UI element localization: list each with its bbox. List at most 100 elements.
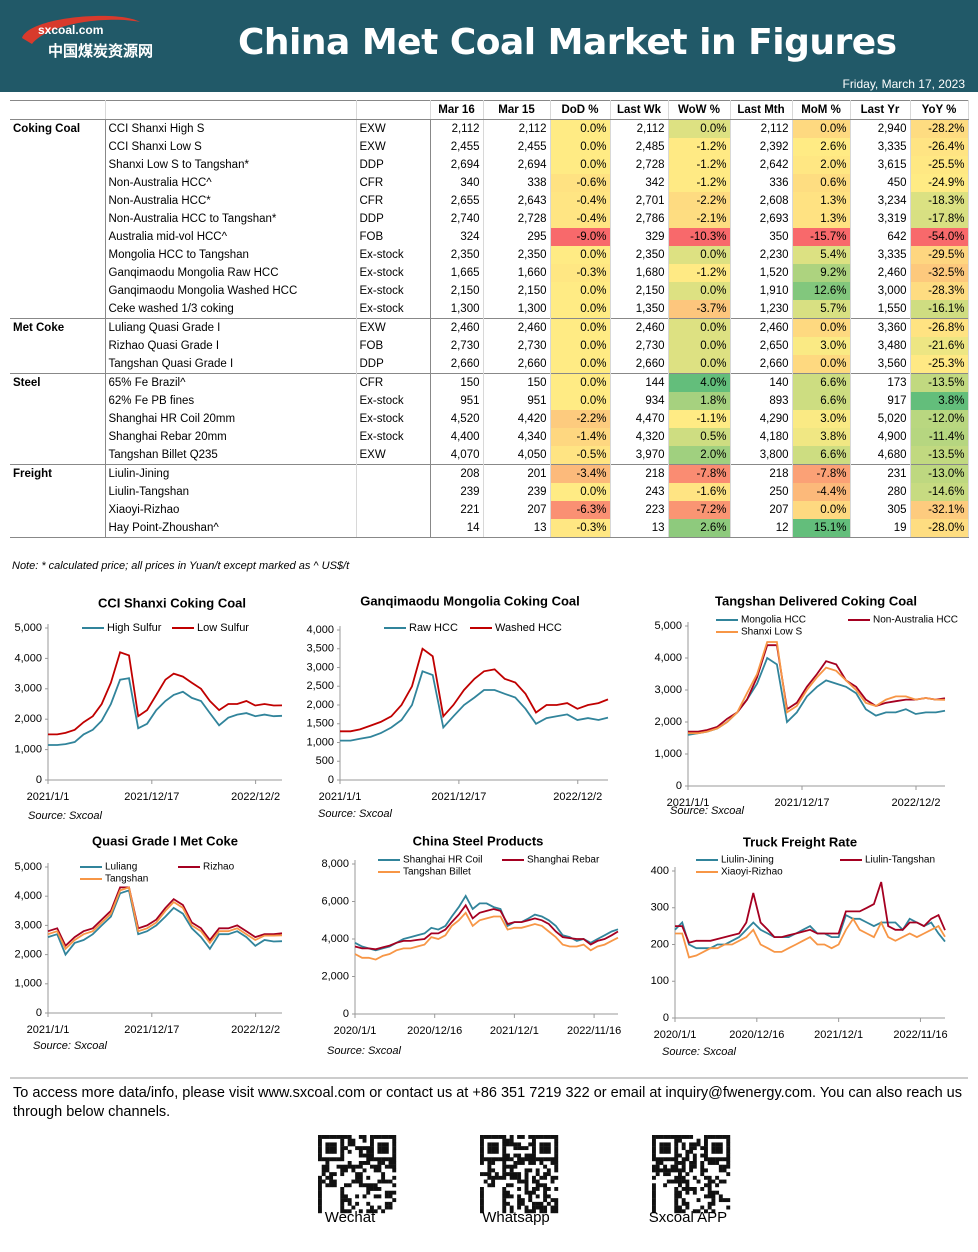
qr-module xyxy=(358,1209,363,1214)
item-name: Hay Point-Zhoushan^ xyxy=(105,519,357,538)
x-tick-label: 2021/12/17 xyxy=(124,791,179,803)
price-cell: 4,290 xyxy=(730,410,793,428)
qr-module xyxy=(340,1168,345,1173)
qr-module xyxy=(670,1135,675,1139)
qr-module xyxy=(388,1205,393,1210)
change-cell: -0.6% xyxy=(550,174,611,192)
qr-module xyxy=(663,1172,668,1177)
qr-module xyxy=(532,1161,536,1165)
qr-module xyxy=(707,1201,712,1206)
logo-text: sxcoal.com xyxy=(38,23,103,37)
qr-module xyxy=(554,1149,559,1154)
table-row: Australia mid-vol HCC^ FOB 324 295 -9.0% 329-… xyxy=(10,228,969,246)
qr-module xyxy=(696,1179,701,1184)
change-cell: 1.8% xyxy=(668,392,731,410)
x-tick-label: 2021/12/17 xyxy=(431,791,486,803)
price-cell: 295 xyxy=(483,228,551,246)
item-name: Luliang Quasi Grade I xyxy=(105,318,357,337)
price-cell: 951 xyxy=(430,392,484,410)
qr-module xyxy=(318,1157,322,1162)
qr-module xyxy=(652,1142,656,1147)
qr-module xyxy=(681,1164,686,1169)
qr-module xyxy=(692,1187,697,1191)
qr-module xyxy=(535,1187,540,1191)
qr-module xyxy=(351,1142,356,1147)
price-cell: 3,319 xyxy=(850,210,911,228)
qr-module xyxy=(487,1161,492,1165)
qr-module xyxy=(532,1187,536,1191)
qr-module xyxy=(318,1190,322,1195)
qr-module xyxy=(685,1190,690,1195)
qr-module xyxy=(491,1168,496,1173)
qr-module xyxy=(666,1135,671,1139)
qr-module xyxy=(700,1153,705,1158)
qr-module xyxy=(373,1194,378,1199)
qr-module xyxy=(550,1135,555,1139)
price-cell: 2,460 xyxy=(730,318,793,337)
qr-module xyxy=(704,1168,708,1173)
x-tick-label: 2022/11/16 xyxy=(567,1025,621,1037)
qr-module xyxy=(329,1135,334,1139)
qr-module xyxy=(381,1209,386,1214)
chart-source: Source: Sxcoal xyxy=(327,1045,402,1057)
qr-module xyxy=(487,1168,492,1173)
change-cell: 1.3% xyxy=(792,192,851,210)
change-cell: 0.6% xyxy=(792,174,851,192)
qr-module xyxy=(329,1179,334,1184)
qr-module xyxy=(718,1179,723,1184)
qr-module xyxy=(491,1149,496,1154)
qr-module xyxy=(528,1157,533,1162)
qr-module xyxy=(707,1175,712,1180)
qr-module xyxy=(520,1161,525,1165)
qr-module xyxy=(494,1172,499,1177)
basis: Ex-stock xyxy=(356,392,431,410)
qr-module xyxy=(532,1142,536,1147)
qr-module xyxy=(318,1153,322,1158)
change-cell: -0.5% xyxy=(550,446,611,465)
price-cell: 2,655 xyxy=(430,192,484,210)
qr-module xyxy=(681,1161,686,1165)
change-cell: -1.1% xyxy=(668,410,731,428)
series-line xyxy=(47,886,283,951)
qr-module xyxy=(502,1194,507,1199)
change-cell: -11.4% xyxy=(910,428,969,446)
qr-module xyxy=(520,1201,525,1206)
qr-module xyxy=(388,1135,393,1139)
price-cell: 231 xyxy=(850,464,911,483)
qr-module xyxy=(689,1187,694,1191)
change-cell: -2.1% xyxy=(668,210,731,228)
qr-module xyxy=(652,1149,656,1154)
basis xyxy=(356,464,431,483)
qr-module xyxy=(652,1138,656,1143)
qr-module xyxy=(655,1135,660,1139)
qr-module xyxy=(377,1157,382,1162)
qr-module xyxy=(685,1179,690,1184)
qr-module xyxy=(377,1135,382,1139)
qr-module xyxy=(700,1205,705,1210)
qr-module xyxy=(704,1157,708,1162)
footer-text: To access more data/info, please visit w… xyxy=(13,1085,962,1120)
qr-module xyxy=(678,1153,682,1158)
qr-module xyxy=(554,1205,559,1210)
item-name: Xiaoyi-Rizhao xyxy=(105,501,357,519)
qr-module xyxy=(711,1142,716,1147)
qr-module xyxy=(366,1209,371,1214)
price-cell: 207 xyxy=(730,501,793,519)
legend-label: Rizhao xyxy=(203,862,235,873)
series-line xyxy=(47,886,283,948)
qr-module xyxy=(332,1157,337,1162)
chart-title: CCI Shanxi Coking Coal xyxy=(98,595,246,610)
qr-module xyxy=(550,1205,555,1210)
qr-module xyxy=(347,1164,352,1169)
item-name: Australia mid-vol HCC^ xyxy=(105,228,357,246)
qr-module xyxy=(362,1146,367,1151)
table-row: Xiaoyi-Rizhao 221 207 -6.3% 223 -7.2% 207 0.0% 3… xyxy=(10,501,969,519)
qr-module xyxy=(384,1157,389,1162)
group-name: Freight xyxy=(10,464,106,538)
price-cell: 336 xyxy=(730,174,793,192)
table-row: 62% Fe PB fines Ex-stock 951 951 0.0% 934 1.8%… xyxy=(10,392,969,410)
qr-module xyxy=(554,1135,559,1139)
qr-module xyxy=(707,1183,712,1188)
qr-module xyxy=(663,1183,668,1188)
qr-module xyxy=(689,1142,694,1147)
